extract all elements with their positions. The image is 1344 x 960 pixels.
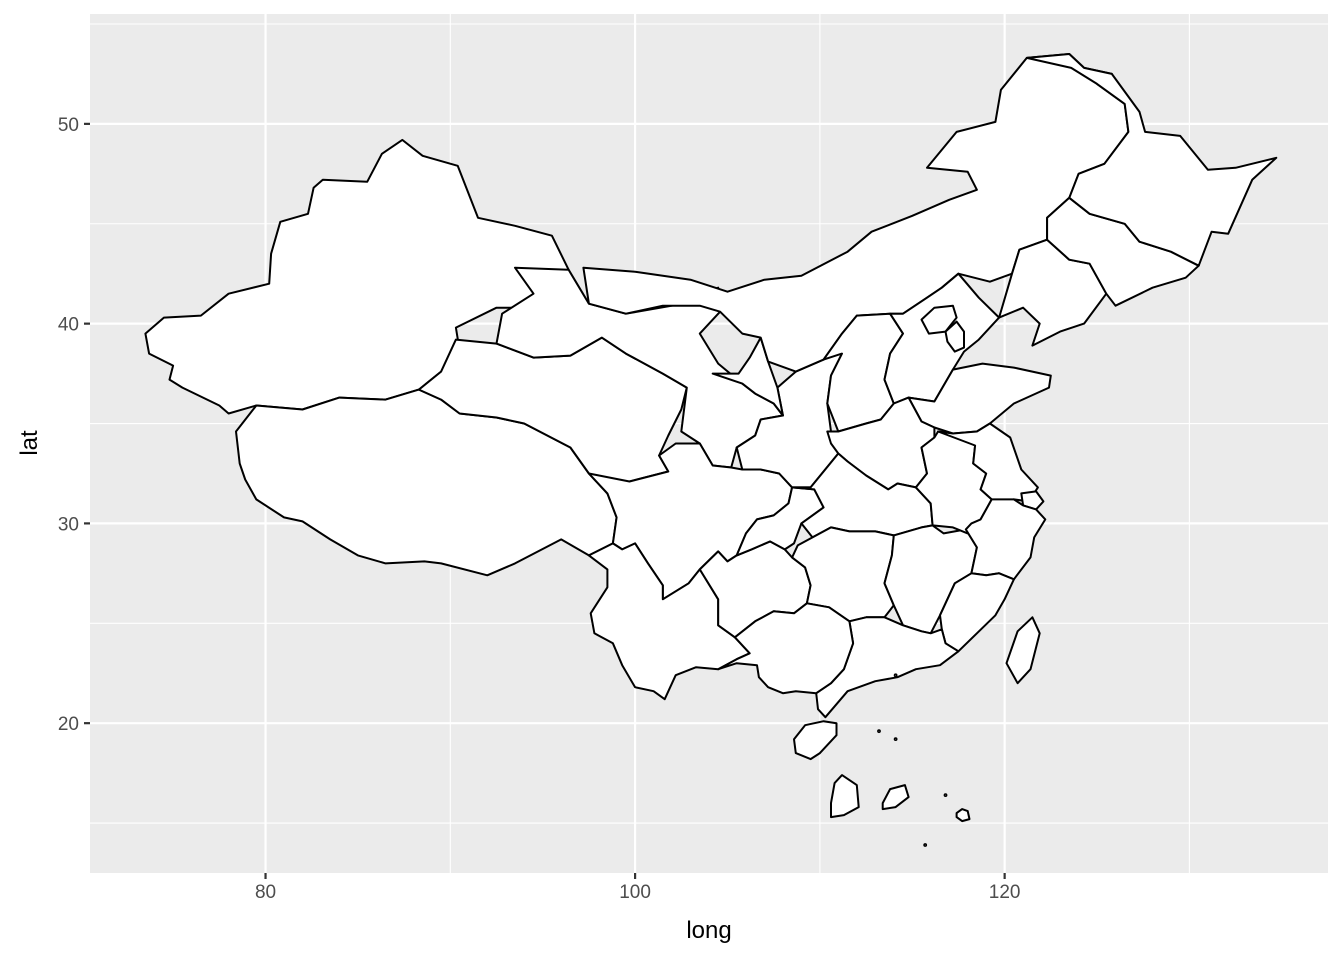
region-taiwan <box>1005 616 1041 685</box>
region-shandong <box>907 362 1052 435</box>
x-tick-label: 120 <box>989 882 1021 903</box>
y-tick-label: 20 <box>58 714 79 735</box>
islet-markers <box>877 673 948 847</box>
region-zhejiang <box>964 498 1047 581</box>
region-ningxia <box>711 336 784 417</box>
region-hunan <box>791 526 895 623</box>
region-jiangsu <box>937 422 1039 503</box>
islet-dot <box>943 793 948 797</box>
islet-dot <box>923 843 928 847</box>
region-island-c <box>955 808 971 823</box>
islet-dot <box>893 737 898 742</box>
region-tianjin <box>944 320 965 353</box>
y-tick-label: 30 <box>58 514 79 535</box>
y-axis: 20 30 40 50 <box>58 115 90 735</box>
y-tick-label: 40 <box>58 315 79 336</box>
region-guangxi <box>717 602 855 695</box>
province-polygons <box>144 53 1278 823</box>
x-tick-label: 100 <box>619 882 651 903</box>
y-tick-label: 50 <box>58 115 79 136</box>
region-shanghai <box>1020 490 1045 511</box>
region-hebei <box>883 272 1001 405</box>
region-hainan <box>793 720 838 761</box>
region-island-a <box>830 774 860 819</box>
region-beijing <box>920 304 958 335</box>
islet-dot <box>893 673 898 678</box>
region-island-b <box>881 784 910 811</box>
x-axis-title: long <box>686 917 731 944</box>
y-axis-title: lat <box>16 430 43 456</box>
region-heilongjiang <box>1025 53 1278 267</box>
x-tick-label: 80 <box>255 882 276 903</box>
x-axis: 80 100 120 <box>255 873 1021 903</box>
islet-dot <box>877 729 881 734</box>
